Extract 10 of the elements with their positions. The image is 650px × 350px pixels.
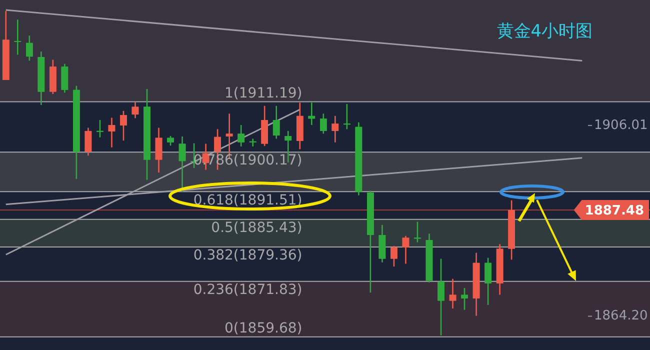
text: 黄金4小时图 — [496, 21, 593, 42]
ref-line-label: 1(1911.19) — [224, 85, 302, 102]
y-tick-label: 1906.01 — [594, 118, 648, 133]
ref-line-label: 0(1859.68) — [224, 320, 302, 336]
annotation: 1887.48 — [584, 203, 644, 218]
ref-line-label: 0.236(1871.83) — [193, 282, 302, 298]
ref-line-label: 0.618(1891.51) — [193, 192, 302, 208]
ref-line-label: 0.5(1885.43) — [211, 220, 302, 236]
y-tick-label: 1864.20 — [594, 308, 648, 324]
ref-line-label: 0.382(1879.36) — [193, 248, 302, 264]
